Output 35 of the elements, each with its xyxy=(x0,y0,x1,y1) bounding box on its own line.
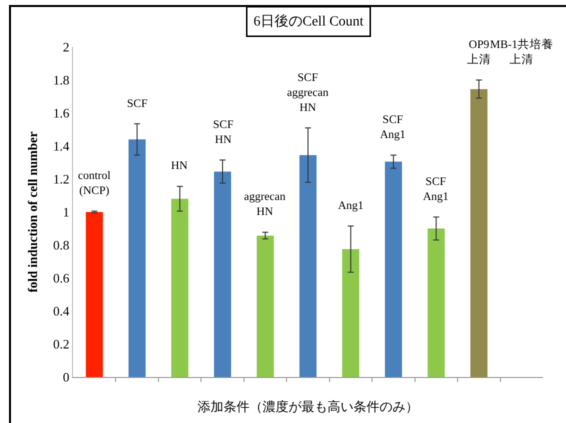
bar xyxy=(384,162,402,377)
y-tick-label: 0.6 xyxy=(53,270,70,286)
y-tick-label: 0.4 xyxy=(53,304,70,319)
x-tick-label: control (NCP) xyxy=(78,170,111,197)
bar xyxy=(428,228,445,377)
bar xyxy=(171,198,188,377)
y-tick-label: 2 xyxy=(62,40,70,55)
bar xyxy=(214,172,232,377)
bar xyxy=(86,212,103,377)
x-tick-label: SCF Ang1 xyxy=(423,176,449,203)
y-tick-label: 1.4 xyxy=(53,138,70,154)
x-tick-label: SCF aggrecan HN xyxy=(287,72,329,114)
chart-title: 6日後のCell Count xyxy=(254,14,364,30)
y-tick-label: 1.6 xyxy=(53,106,70,121)
x-tick-label: Ang1 xyxy=(338,200,364,212)
y-tick-label: 0.2 xyxy=(53,336,70,352)
x-tick-label: SCF xyxy=(127,98,148,110)
x-tick-label: aggrecan HN xyxy=(244,191,286,218)
x-tick-label: MB-1共培養上清 xyxy=(490,37,554,66)
bar xyxy=(470,89,488,377)
y-tick-label: 1.2 xyxy=(53,172,70,187)
y-axis-title: fold induction of cell number xyxy=(25,131,40,293)
x-tick-label: OP9 上清 xyxy=(467,39,491,66)
y-tick-label: 1.8 xyxy=(53,72,70,88)
bar xyxy=(342,249,360,377)
y-tick-label: 0 xyxy=(62,370,70,385)
bar xyxy=(256,236,274,377)
x-axis-title: 添加条件（濃度が最も高い条件のみ） xyxy=(198,399,418,414)
x-tick-label: SCF HN xyxy=(213,119,234,146)
y-tick-label: 0.8 xyxy=(53,238,70,253)
bar xyxy=(299,155,317,377)
x-tick-label: HN xyxy=(171,160,188,172)
y-tick-label: 1 xyxy=(62,204,70,220)
bar xyxy=(128,139,146,377)
x-tick-label: SCF Ang1 xyxy=(380,114,406,141)
